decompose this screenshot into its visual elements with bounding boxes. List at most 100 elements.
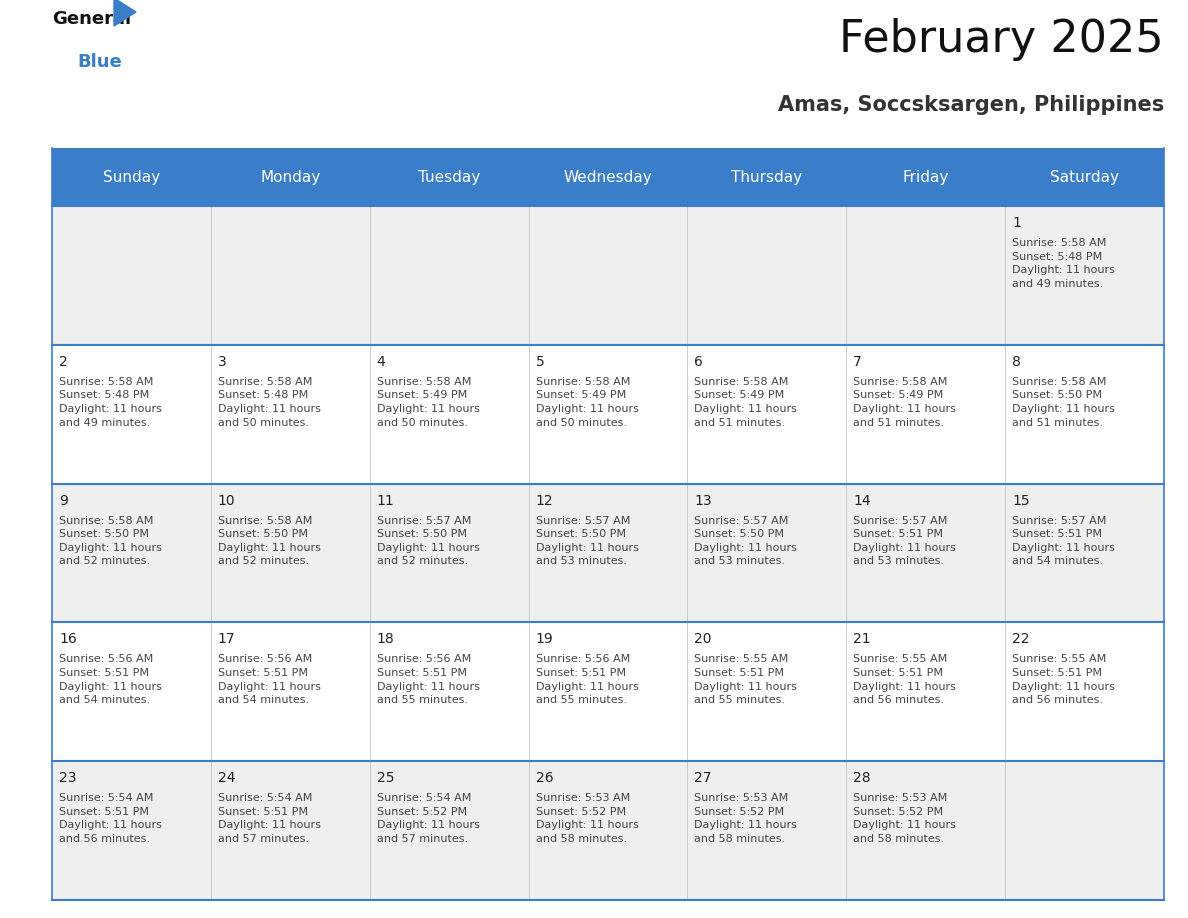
Text: Sunrise: 5:54 AM
Sunset: 5:51 PM
Daylight: 11 hours
and 56 minutes.: Sunrise: 5:54 AM Sunset: 5:51 PM Dayligh… bbox=[59, 793, 162, 844]
Text: 17: 17 bbox=[217, 633, 235, 646]
Text: Sunrise: 5:55 AM
Sunset: 5:51 PM
Daylight: 11 hours
and 56 minutes.: Sunrise: 5:55 AM Sunset: 5:51 PM Dayligh… bbox=[1012, 655, 1116, 705]
Text: 8: 8 bbox=[1012, 354, 1020, 369]
Bar bbox=[210, 761, 369, 900]
Bar bbox=[688, 345, 846, 484]
Text: 14: 14 bbox=[853, 494, 871, 508]
Text: Sunrise: 5:58 AM
Sunset: 5:49 PM
Daylight: 11 hours
and 51 minutes.: Sunrise: 5:58 AM Sunset: 5:49 PM Dayligh… bbox=[695, 376, 797, 428]
Text: 10: 10 bbox=[217, 494, 235, 508]
Text: Sunrise: 5:57 AM
Sunset: 5:50 PM
Daylight: 11 hours
and 53 minutes.: Sunrise: 5:57 AM Sunset: 5:50 PM Dayligh… bbox=[536, 516, 638, 566]
Text: Sunrise: 5:54 AM
Sunset: 5:51 PM
Daylight: 11 hours
and 57 minutes.: Sunrise: 5:54 AM Sunset: 5:51 PM Dayligh… bbox=[217, 793, 321, 844]
Text: Sunrise: 5:53 AM
Sunset: 5:52 PM
Daylight: 11 hours
and 58 minutes.: Sunrise: 5:53 AM Sunset: 5:52 PM Dayligh… bbox=[853, 793, 956, 844]
Text: Sunrise: 5:53 AM
Sunset: 5:52 PM
Daylight: 11 hours
and 58 minutes.: Sunrise: 5:53 AM Sunset: 5:52 PM Dayligh… bbox=[695, 793, 797, 844]
Polygon shape bbox=[114, 0, 135, 26]
Text: 19: 19 bbox=[536, 633, 554, 646]
Text: Sunrise: 5:55 AM
Sunset: 5:51 PM
Daylight: 11 hours
and 56 minutes.: Sunrise: 5:55 AM Sunset: 5:51 PM Dayligh… bbox=[853, 655, 956, 705]
Bar bbox=[1005, 484, 1164, 622]
Text: Tuesday: Tuesday bbox=[418, 170, 480, 185]
Text: February 2025: February 2025 bbox=[840, 18, 1164, 61]
Bar bbox=[529, 345, 688, 484]
Text: Sunrise: 5:56 AM
Sunset: 5:51 PM
Daylight: 11 hours
and 55 minutes.: Sunrise: 5:56 AM Sunset: 5:51 PM Dayligh… bbox=[536, 655, 638, 705]
Text: 7: 7 bbox=[853, 354, 862, 369]
Text: Sunrise: 5:56 AM
Sunset: 5:51 PM
Daylight: 11 hours
and 54 minutes.: Sunrise: 5:56 AM Sunset: 5:51 PM Dayligh… bbox=[217, 655, 321, 705]
Bar bbox=[529, 761, 688, 900]
Text: 12: 12 bbox=[536, 494, 554, 508]
Text: 16: 16 bbox=[59, 633, 77, 646]
Text: Amas, Soccsksargen, Philippines: Amas, Soccsksargen, Philippines bbox=[778, 95, 1164, 115]
Bar bbox=[52, 148, 1164, 206]
Text: Sunrise: 5:57 AM
Sunset: 5:51 PM
Daylight: 11 hours
and 53 minutes.: Sunrise: 5:57 AM Sunset: 5:51 PM Dayligh… bbox=[853, 516, 956, 566]
Bar bbox=[369, 484, 529, 622]
Text: 24: 24 bbox=[217, 771, 235, 785]
Bar bbox=[529, 622, 688, 761]
Bar bbox=[369, 761, 529, 900]
Bar bbox=[210, 622, 369, 761]
Text: Sunrise: 5:58 AM
Sunset: 5:48 PM
Daylight: 11 hours
and 50 minutes.: Sunrise: 5:58 AM Sunset: 5:48 PM Dayligh… bbox=[217, 376, 321, 428]
Bar bbox=[52, 761, 210, 900]
Text: Monday: Monday bbox=[260, 170, 321, 185]
Text: 13: 13 bbox=[695, 494, 712, 508]
Text: 2: 2 bbox=[59, 354, 68, 369]
Bar bbox=[210, 484, 369, 622]
Text: Sunrise: 5:58 AM
Sunset: 5:50 PM
Daylight: 11 hours
and 51 minutes.: Sunrise: 5:58 AM Sunset: 5:50 PM Dayligh… bbox=[1012, 376, 1116, 428]
Text: Thursday: Thursday bbox=[732, 170, 802, 185]
Bar bbox=[688, 622, 846, 761]
Bar bbox=[846, 622, 1005, 761]
Text: Sunrise: 5:56 AM
Sunset: 5:51 PM
Daylight: 11 hours
and 54 minutes.: Sunrise: 5:56 AM Sunset: 5:51 PM Dayligh… bbox=[59, 655, 162, 705]
Text: Wednesday: Wednesday bbox=[563, 170, 652, 185]
Bar bbox=[688, 761, 846, 900]
Text: Sunrise: 5:58 AM
Sunset: 5:50 PM
Daylight: 11 hours
and 52 minutes.: Sunrise: 5:58 AM Sunset: 5:50 PM Dayligh… bbox=[217, 516, 321, 566]
Bar bbox=[846, 345, 1005, 484]
Text: Sunrise: 5:56 AM
Sunset: 5:51 PM
Daylight: 11 hours
and 55 minutes.: Sunrise: 5:56 AM Sunset: 5:51 PM Dayligh… bbox=[377, 655, 480, 705]
Bar bbox=[52, 622, 210, 761]
Text: Blue: Blue bbox=[77, 53, 121, 71]
Text: 23: 23 bbox=[59, 771, 76, 785]
Bar bbox=[529, 206, 688, 345]
Text: Sunrise: 5:58 AM
Sunset: 5:50 PM
Daylight: 11 hours
and 52 minutes.: Sunrise: 5:58 AM Sunset: 5:50 PM Dayligh… bbox=[59, 516, 162, 566]
Bar bbox=[846, 206, 1005, 345]
Text: 20: 20 bbox=[695, 633, 712, 646]
Text: General: General bbox=[52, 10, 131, 28]
Text: 3: 3 bbox=[217, 354, 227, 369]
Text: Sunrise: 5:57 AM
Sunset: 5:51 PM
Daylight: 11 hours
and 54 minutes.: Sunrise: 5:57 AM Sunset: 5:51 PM Dayligh… bbox=[1012, 516, 1116, 566]
Text: 11: 11 bbox=[377, 494, 394, 508]
Text: 6: 6 bbox=[695, 354, 703, 369]
Text: Sunrise: 5:58 AM
Sunset: 5:48 PM
Daylight: 11 hours
and 49 minutes.: Sunrise: 5:58 AM Sunset: 5:48 PM Dayligh… bbox=[1012, 238, 1116, 289]
Bar bbox=[1005, 206, 1164, 345]
Text: 22: 22 bbox=[1012, 633, 1030, 646]
Text: Sunrise: 5:55 AM
Sunset: 5:51 PM
Daylight: 11 hours
and 55 minutes.: Sunrise: 5:55 AM Sunset: 5:51 PM Dayligh… bbox=[695, 655, 797, 705]
Bar bbox=[846, 761, 1005, 900]
Bar bbox=[688, 206, 846, 345]
Bar bbox=[52, 484, 210, 622]
Bar bbox=[1005, 761, 1164, 900]
Bar bbox=[846, 484, 1005, 622]
Bar bbox=[369, 622, 529, 761]
Bar bbox=[529, 484, 688, 622]
Text: 4: 4 bbox=[377, 354, 385, 369]
Text: 5: 5 bbox=[536, 354, 544, 369]
Text: 25: 25 bbox=[377, 771, 394, 785]
Bar bbox=[210, 206, 369, 345]
Bar bbox=[688, 484, 846, 622]
Bar bbox=[369, 206, 529, 345]
Text: 15: 15 bbox=[1012, 494, 1030, 508]
Text: Sunrise: 5:58 AM
Sunset: 5:48 PM
Daylight: 11 hours
and 49 minutes.: Sunrise: 5:58 AM Sunset: 5:48 PM Dayligh… bbox=[59, 376, 162, 428]
Text: Sunrise: 5:57 AM
Sunset: 5:50 PM
Daylight: 11 hours
and 52 minutes.: Sunrise: 5:57 AM Sunset: 5:50 PM Dayligh… bbox=[377, 516, 480, 566]
Text: Sunrise: 5:53 AM
Sunset: 5:52 PM
Daylight: 11 hours
and 58 minutes.: Sunrise: 5:53 AM Sunset: 5:52 PM Dayligh… bbox=[536, 793, 638, 844]
Text: 9: 9 bbox=[59, 494, 68, 508]
Text: 18: 18 bbox=[377, 633, 394, 646]
Bar bbox=[1005, 345, 1164, 484]
Text: Sunrise: 5:58 AM
Sunset: 5:49 PM
Daylight: 11 hours
and 50 minutes.: Sunrise: 5:58 AM Sunset: 5:49 PM Dayligh… bbox=[536, 376, 638, 428]
Text: Sunrise: 5:54 AM
Sunset: 5:52 PM
Daylight: 11 hours
and 57 minutes.: Sunrise: 5:54 AM Sunset: 5:52 PM Dayligh… bbox=[377, 793, 480, 844]
Bar bbox=[52, 345, 210, 484]
Text: 28: 28 bbox=[853, 771, 871, 785]
Text: Saturday: Saturday bbox=[1050, 170, 1119, 185]
Text: 27: 27 bbox=[695, 771, 712, 785]
Text: Sunrise: 5:58 AM
Sunset: 5:49 PM
Daylight: 11 hours
and 51 minutes.: Sunrise: 5:58 AM Sunset: 5:49 PM Dayligh… bbox=[853, 376, 956, 428]
Text: 21: 21 bbox=[853, 633, 871, 646]
Bar bbox=[210, 345, 369, 484]
Text: Friday: Friday bbox=[903, 170, 949, 185]
Bar bbox=[369, 345, 529, 484]
Text: 1: 1 bbox=[1012, 216, 1020, 230]
Text: Sunday: Sunday bbox=[103, 170, 160, 185]
Text: Sunrise: 5:58 AM
Sunset: 5:49 PM
Daylight: 11 hours
and 50 minutes.: Sunrise: 5:58 AM Sunset: 5:49 PM Dayligh… bbox=[377, 376, 480, 428]
